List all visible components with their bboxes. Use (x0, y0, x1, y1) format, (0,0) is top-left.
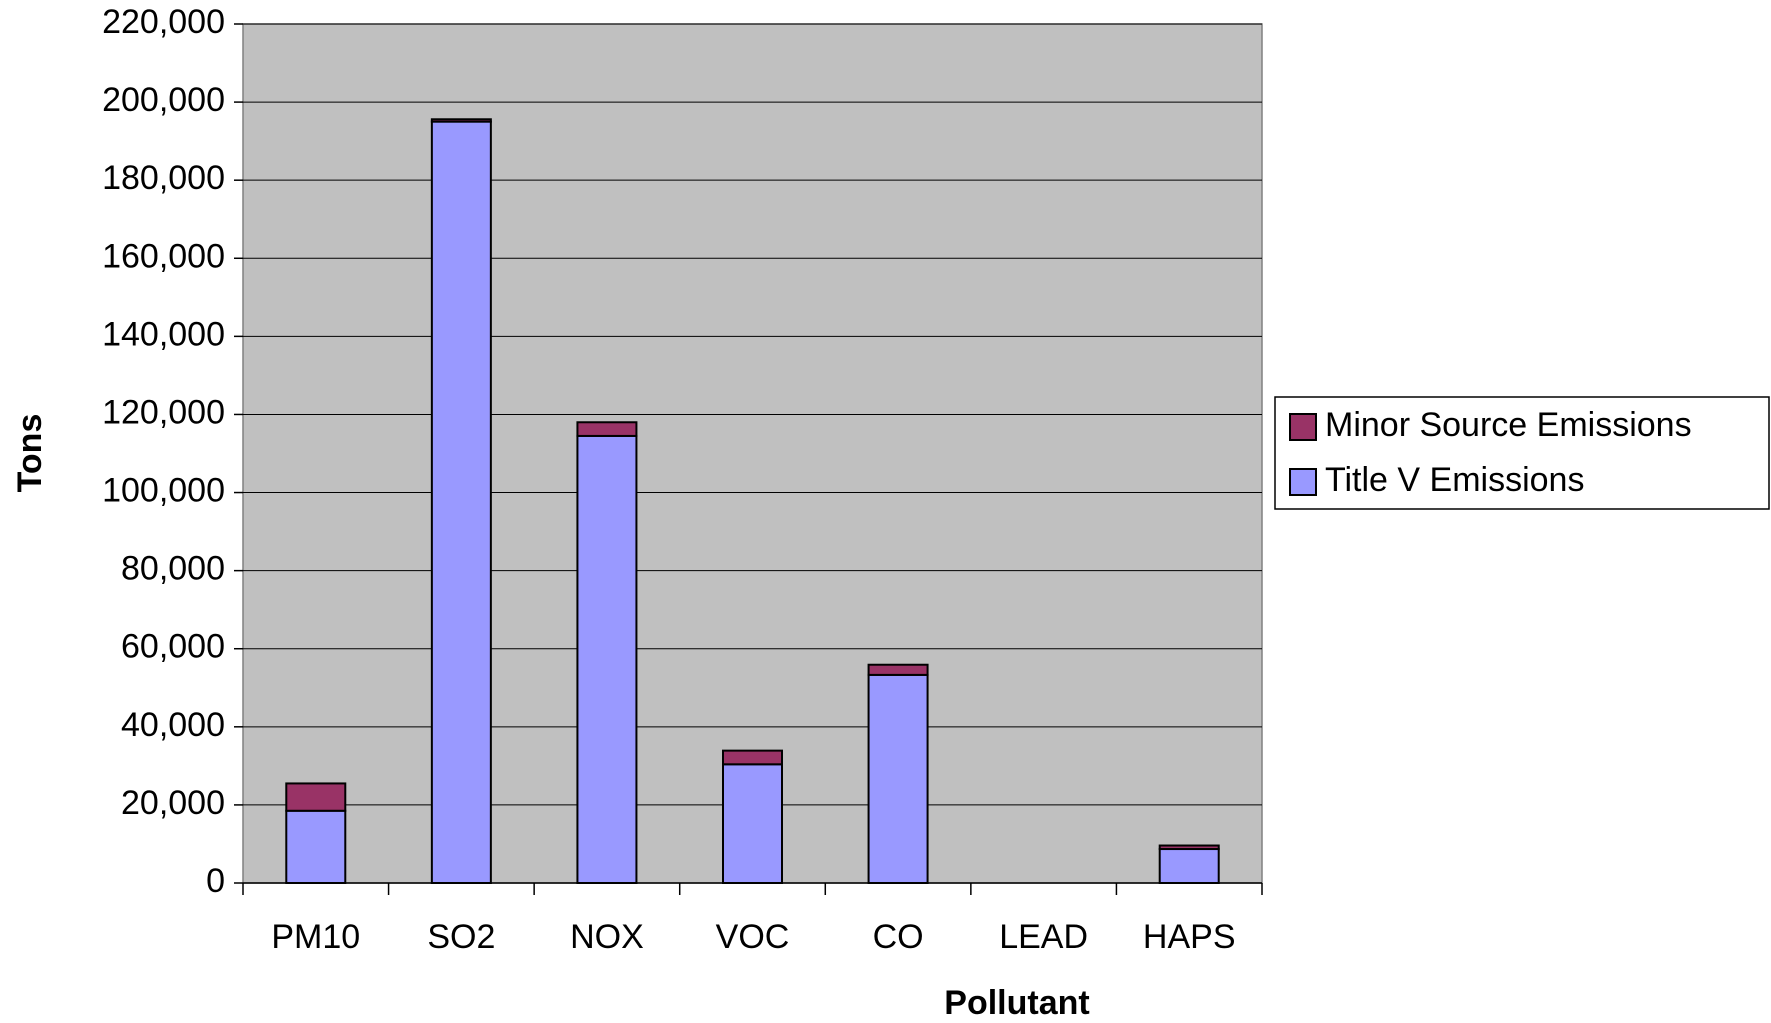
bar-segment (722, 749, 783, 766)
legend-box (1274, 396, 1770, 510)
bar-segment (1158, 844, 1220, 851)
x-tick-label: SO2 (427, 918, 495, 956)
x-axis-title: Pollutant (944, 984, 1089, 1022)
legend-label: Minor Source Emissions (1325, 406, 1692, 444)
plot-area (242, 23, 1263, 884)
y-tick-label: 60,000 (121, 628, 225, 666)
y-tick-label: 20,000 (121, 784, 225, 822)
y-tick-label: 100,000 (102, 472, 225, 510)
y-tick-label: 160,000 (102, 237, 225, 275)
bar-segment (430, 118, 492, 123)
x-tick-label: HAPS (1143, 918, 1236, 956)
bar-segment (1158, 848, 1220, 885)
y-tick-label: 220,000 (102, 3, 225, 41)
x-tick-label: LEAD (999, 918, 1088, 956)
legend-swatch (1289, 468, 1317, 496)
bar-segment (867, 673, 929, 885)
bar-segment (576, 421, 638, 437)
y-tick-label: 180,000 (102, 159, 225, 197)
legend-swatch (1289, 413, 1317, 441)
y-tick-label: 0 (206, 862, 225, 900)
y-tick-label: 140,000 (102, 315, 225, 353)
y-tick-label: 120,000 (102, 393, 225, 431)
bar-segment (430, 120, 492, 884)
bar-segment (285, 782, 347, 812)
x-tick-label: NOX (570, 918, 644, 956)
bar-segment (722, 763, 783, 884)
x-tick-label: CO (873, 918, 924, 956)
legend-label: Title V Emissions (1325, 461, 1584, 499)
y-tick-label: 40,000 (121, 706, 225, 744)
y-tick-label: 200,000 (102, 81, 225, 119)
y-axis-title: Tons (11, 414, 49, 493)
y-tick-label: 80,000 (121, 550, 225, 588)
bar-segment (285, 809, 347, 885)
bar-segment (576, 434, 638, 884)
x-tick-label: PM10 (271, 918, 360, 956)
bar-segment (867, 663, 929, 676)
x-tick-label: VOC (716, 918, 790, 956)
